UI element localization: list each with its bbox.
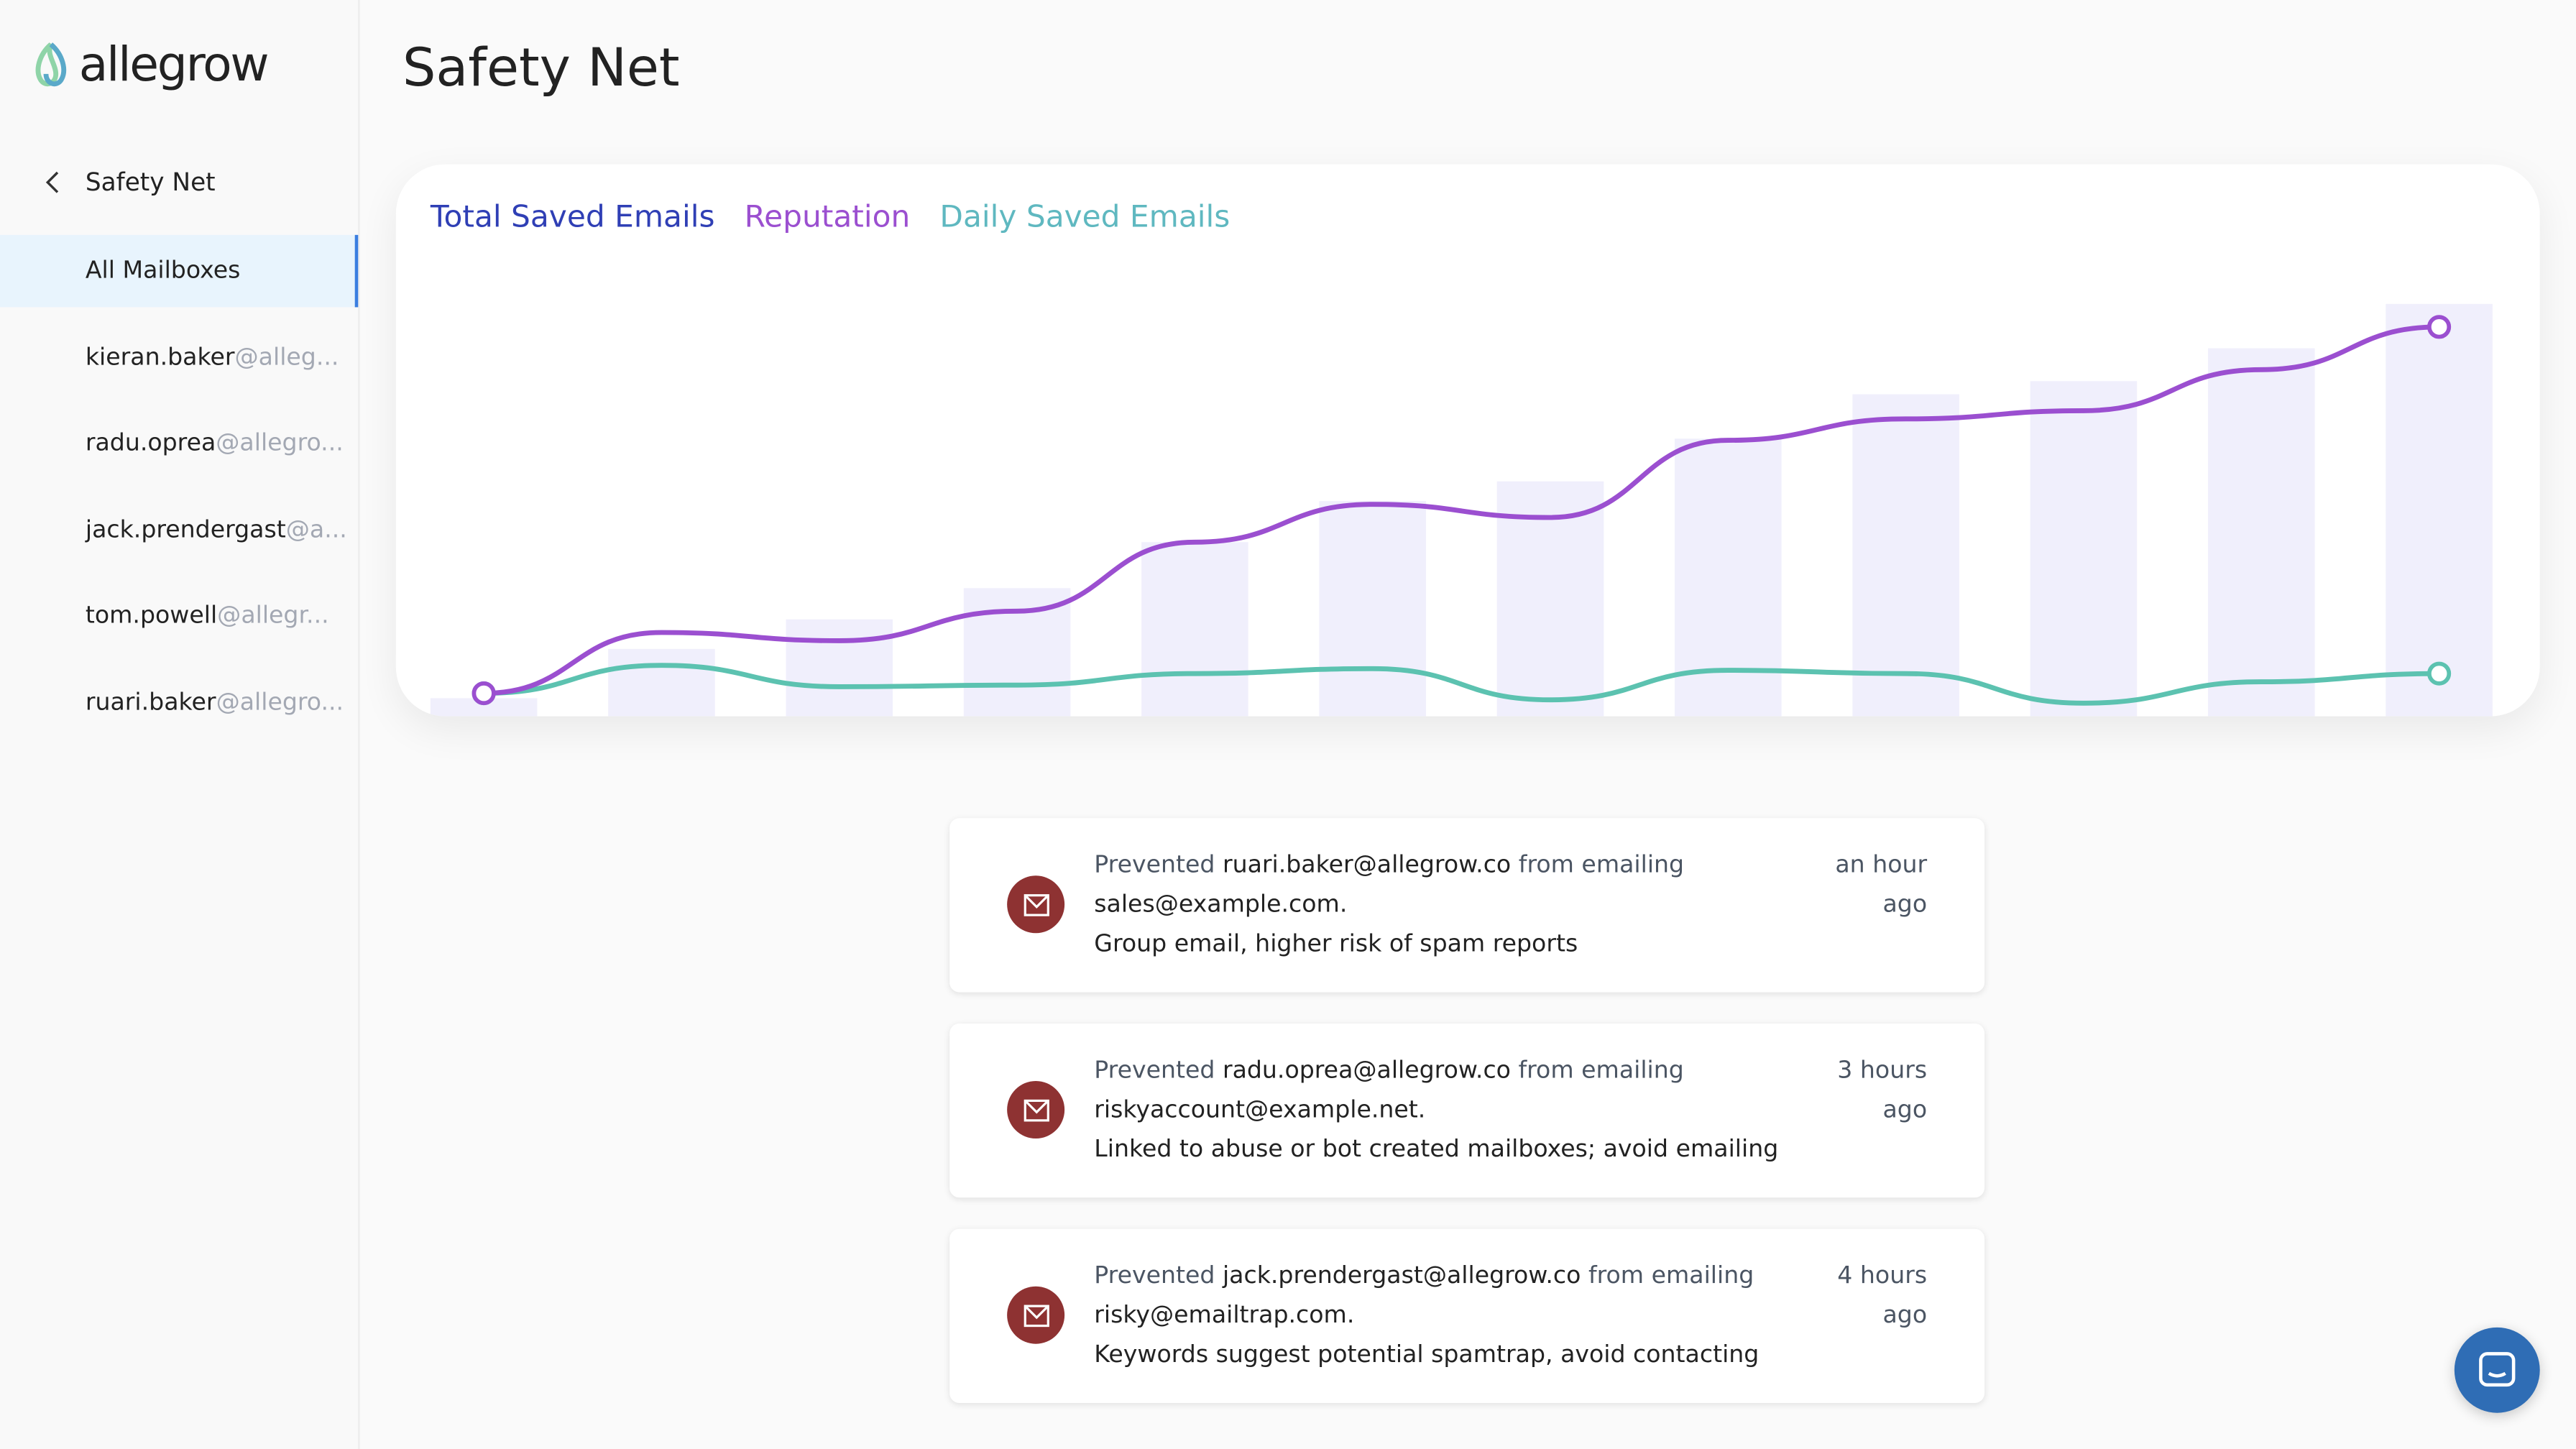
timestamp: 3 hours ago	[1837, 1057, 1928, 1124]
bar[interactable]	[2386, 303, 2493, 717]
mailbox-domain: @allegro...	[216, 430, 344, 457]
reason: Group email, higher risk of spam reports	[1094, 931, 1578, 958]
reason: Keywords suggest potential spamtrap, avo…	[1094, 1342, 1760, 1368]
chart-card: Total Saved Emails Reputation Daily Saved …	[395, 164, 2540, 717]
bar[interactable]	[1141, 542, 1248, 717]
data-point[interactable]	[2427, 661, 2452, 686]
saved-emails-chart	[430, 303, 2493, 717]
middle: from emailing	[1511, 852, 1685, 879]
bar[interactable]	[608, 648, 715, 717]
mailbox-name: radu.oprea	[85, 430, 216, 457]
feed-item[interactable]: Prevented jack.prendergast@allegrow.co f…	[949, 1228, 1985, 1403]
page-title: Safety Net	[402, 36, 680, 99]
bar[interactable]	[786, 619, 893, 717]
mailbox-domain: @a...	[285, 516, 347, 543]
recipient: risky@emailtrap.com.	[1094, 1302, 1355, 1330]
data-point[interactable]	[472, 681, 496, 706]
bar[interactable]	[1496, 481, 1604, 717]
recipient: sales@example.com.	[1094, 892, 1348, 919]
sidebar-item-mailbox[interactable]: kieran.baker @alleg...	[0, 321, 358, 394]
sidebar-item-mailbox[interactable]: jack.prendergast @a...	[0, 494, 358, 566]
middle: from emailing	[1510, 1057, 1684, 1085]
timestamp: an hour ago	[1835, 852, 1928, 919]
feed-item-text: Prevented ruari.baker@allegrow.co from e…	[1094, 846, 1684, 965]
mailbox-name: All Mailboxes	[85, 257, 241, 285]
bar[interactable]	[2030, 381, 2138, 717]
mail-icon	[1007, 1080, 1065, 1138]
back-label: Safety Net	[85, 167, 216, 198]
bar[interactable]	[1852, 394, 1959, 717]
mailbox-domain: @alleg...	[234, 344, 339, 371]
chevron-left-icon	[45, 171, 59, 193]
prefix: Prevented	[1094, 1057, 1223, 1085]
mail-icon	[1007, 875, 1065, 934]
allegrow-logo-icon	[35, 42, 66, 87]
bar[interactable]	[2207, 348, 2315, 717]
sidebar-item-mailbox[interactable]: ruari.baker @allegro...	[0, 666, 358, 739]
sidebar-item-mailbox[interactable]: tom.powell @allegr...	[0, 580, 358, 653]
chat-launcher-button[interactable]	[2454, 1327, 2540, 1413]
series-line	[484, 663, 2439, 706]
feed-item-text: Prevented jack.prendergast@allegrow.co f…	[1094, 1257, 1759, 1376]
chart-tabs: Total Saved Emails Reputation Daily Saved …	[431, 201, 1230, 235]
sender: jack.prendergast@allegrow.co	[1222, 1263, 1581, 1290]
prefix: Prevented	[1094, 1263, 1223, 1290]
timestamp: 4 hours ago	[1837, 1263, 1928, 1330]
chat-icon	[2479, 1352, 2516, 1387]
mailbox-domain: @allegr...	[217, 602, 329, 630]
feed-item[interactable]: Prevented ruari.baker@allegrow.co from e…	[949, 818, 1985, 993]
mailbox-name: kieran.baker	[85, 344, 235, 371]
mailbox-domain: @allegro...	[216, 689, 344, 716]
logo-text: allegrow	[78, 36, 270, 92]
sender: ruari.baker@allegrow.co	[1222, 852, 1512, 879]
reason: Linked to abuse or bot created mailboxes…	[1094, 1136, 1779, 1164]
tab-daily-saved-emails[interactable]: Daily Saved Emails	[939, 200, 1230, 235]
sidebar-item-all-mailboxes[interactable]: All Mailboxes	[0, 234, 359, 308]
logo[interactable]: allegrow	[29, 36, 270, 92]
mailbox-name: ruari.baker	[85, 689, 216, 716]
series-line	[484, 324, 2439, 696]
tab-reputation[interactable]: Reputation	[744, 200, 911, 235]
mailbox-name: jack.prendergast	[85, 516, 286, 543]
recipient: riskyaccount@example.net.	[1094, 1097, 1426, 1124]
sender: radu.oprea@allegrow.co	[1222, 1057, 1511, 1085]
back-button[interactable]: Safety Net	[42, 167, 216, 198]
bar[interactable]	[1319, 501, 1426, 717]
data-point[interactable]	[2427, 315, 2452, 339]
tab-total-saved-emails[interactable]: Total Saved Emails	[430, 200, 715, 235]
prefix: Prevented	[1094, 852, 1223, 879]
sidebar: allegrow Safety Net All Mailboxes kieran.…	[0, 0, 360, 1449]
feed-item-text: Prevented radu.oprea@allegrow.co from em…	[1094, 1052, 1778, 1170]
feed-item[interactable]: Prevented radu.oprea@allegrow.co from em…	[949, 1023, 1985, 1198]
middle: from emailing	[1581, 1263, 1754, 1290]
mailbox-name: tom.powell	[85, 602, 218, 630]
sidebar-item-mailbox[interactable]: radu.oprea @allegro...	[0, 408, 358, 480]
mail-icon	[1007, 1286, 1065, 1344]
activity-feed: Prevented ruari.baker@allegrow.co from e…	[949, 818, 1985, 1434]
